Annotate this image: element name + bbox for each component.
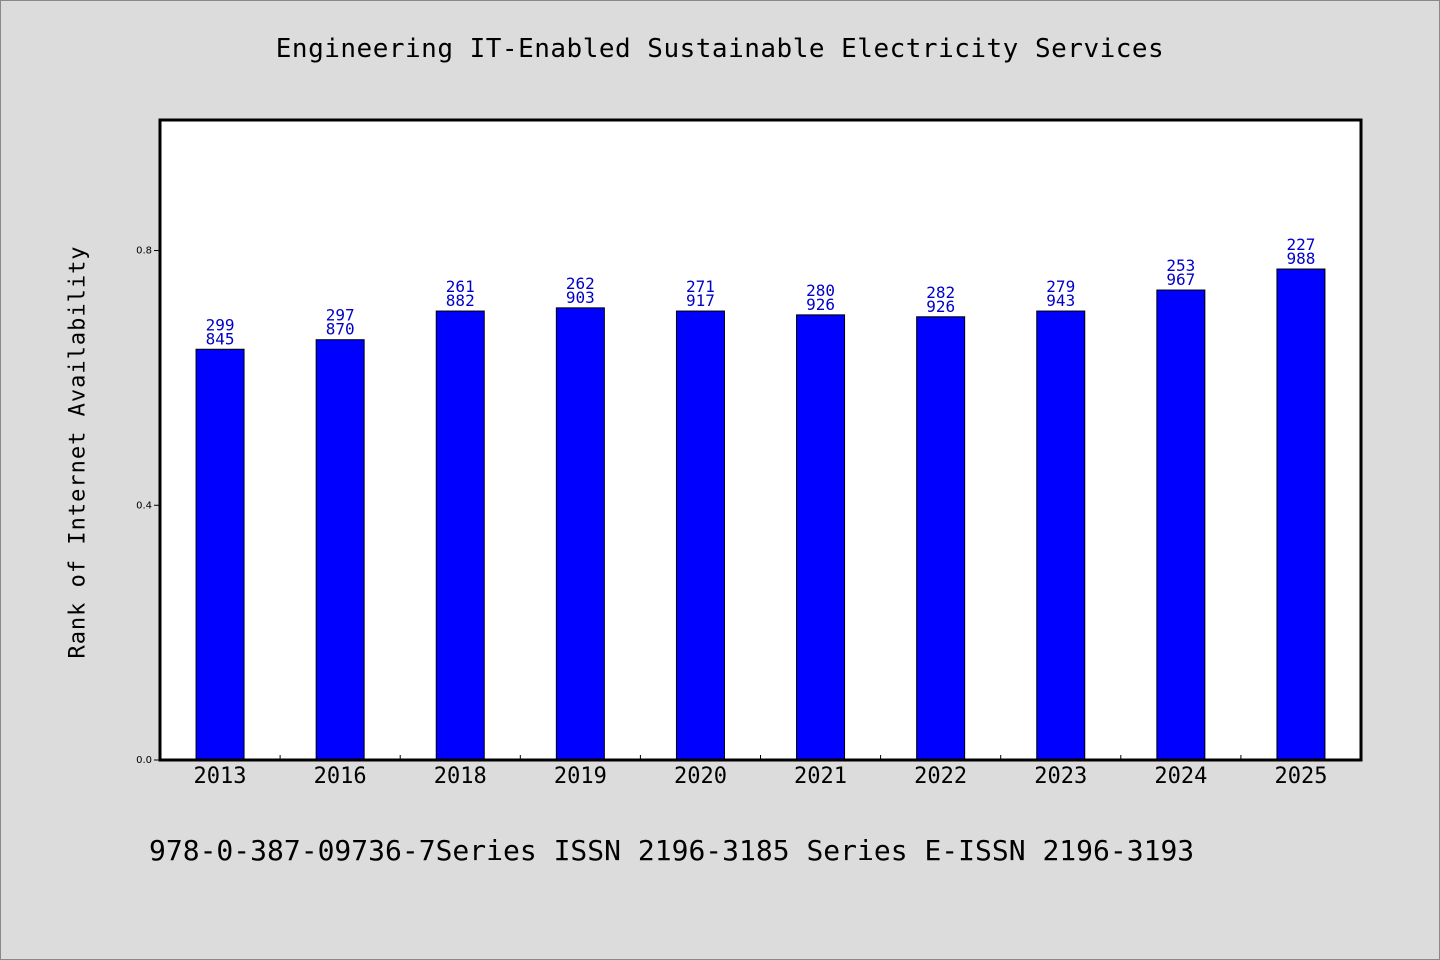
bar-value-label: 926 bbox=[806, 295, 835, 314]
x-tick-label: 2020 bbox=[674, 764, 727, 789]
y-tick-label: 0.8 bbox=[136, 246, 152, 257]
bar bbox=[195, 348, 245, 761]
bar bbox=[555, 307, 605, 761]
bar bbox=[1276, 268, 1326, 761]
x-tick-label: 2025 bbox=[1274, 764, 1327, 789]
y-tick-label: 0.4 bbox=[136, 500, 152, 511]
x-tick-label: 2021 bbox=[794, 764, 847, 789]
bar bbox=[1036, 310, 1086, 761]
bar-value-label: 297 bbox=[326, 306, 355, 325]
footer-text: 978-0-387-09736-7Series ISSN 2196-3185 S… bbox=[149, 834, 1195, 867]
x-tick-label: 2013 bbox=[194, 764, 247, 789]
bar bbox=[435, 310, 485, 761]
bar-value-label: 261 bbox=[446, 277, 475, 296]
bar bbox=[1156, 289, 1206, 761]
bar-value-label: 253 bbox=[1166, 256, 1195, 275]
bar-value-label: 870 bbox=[326, 320, 355, 339]
bar-value-label: 262 bbox=[566, 274, 595, 293]
plot-border bbox=[158, 118, 1363, 762]
y-tick-label: 0.0 bbox=[136, 755, 152, 766]
bar-value-label: 903 bbox=[566, 288, 595, 307]
bar-value-label: 271 bbox=[686, 277, 715, 296]
bar bbox=[916, 316, 966, 761]
bar-value-label: 227 bbox=[1286, 235, 1315, 254]
bar-value-label: 280 bbox=[806, 281, 835, 300]
x-tick-label: 2018 bbox=[434, 764, 487, 789]
bar bbox=[315, 339, 365, 761]
bar-value-label: 882 bbox=[446, 291, 475, 310]
bar-value-label: 943 bbox=[1046, 291, 1075, 310]
x-tick-label: 2016 bbox=[314, 764, 367, 789]
bar-value-label: 279 bbox=[1046, 277, 1075, 296]
bar-value-label: 845 bbox=[206, 329, 235, 348]
bar bbox=[796, 314, 846, 761]
bar-value-label: 967 bbox=[1166, 270, 1195, 289]
bar-value-label: 917 bbox=[686, 291, 715, 310]
x-tick-label: 2022 bbox=[914, 764, 967, 789]
bar bbox=[675, 310, 725, 761]
bar-value-label: 299 bbox=[206, 315, 235, 334]
x-tick-label: 2019 bbox=[554, 764, 607, 789]
bar-value-label: 282 bbox=[926, 283, 955, 302]
x-tick-label: 2023 bbox=[1034, 764, 1087, 789]
x-tick-label: 2024 bbox=[1154, 764, 1207, 789]
chart-title: Engineering IT-Enabled Sustainable Elect… bbox=[275, 34, 1165, 64]
bar-value-label: 988 bbox=[1286, 249, 1315, 268]
bar-value-label: 926 bbox=[926, 297, 955, 316]
